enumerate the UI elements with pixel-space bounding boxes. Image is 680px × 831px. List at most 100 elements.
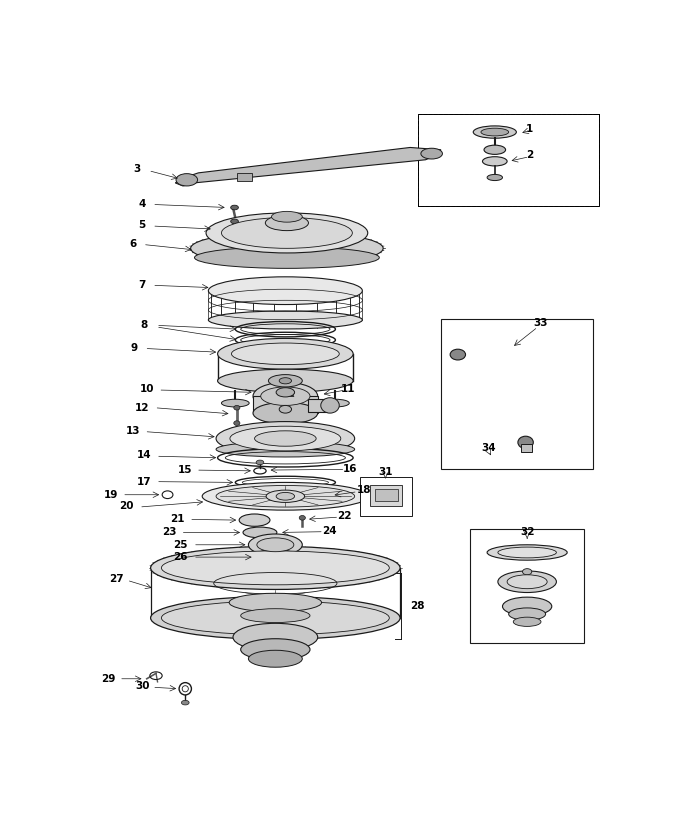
Ellipse shape bbox=[450, 349, 466, 360]
Bar bbox=[309, 399, 330, 411]
Ellipse shape bbox=[513, 617, 541, 627]
Text: 1: 1 bbox=[526, 124, 533, 134]
Ellipse shape bbox=[248, 651, 303, 667]
Bar bbox=[360, 477, 412, 515]
Text: 24: 24 bbox=[322, 526, 337, 536]
Ellipse shape bbox=[241, 639, 310, 661]
Ellipse shape bbox=[216, 421, 355, 455]
Text: 33: 33 bbox=[534, 318, 548, 328]
Text: 32: 32 bbox=[520, 528, 534, 538]
Text: 20: 20 bbox=[120, 501, 134, 511]
Text: 17: 17 bbox=[137, 477, 152, 487]
Bar bbox=[418, 114, 599, 206]
Ellipse shape bbox=[202, 483, 369, 510]
Text: 9: 9 bbox=[131, 342, 138, 352]
Text: 34: 34 bbox=[481, 443, 496, 453]
Ellipse shape bbox=[256, 460, 264, 465]
Text: 26: 26 bbox=[173, 552, 188, 562]
Text: 2: 2 bbox=[526, 150, 533, 160]
Ellipse shape bbox=[218, 338, 353, 369]
Text: 29: 29 bbox=[101, 674, 116, 684]
Ellipse shape bbox=[216, 441, 355, 457]
Ellipse shape bbox=[253, 382, 318, 410]
Ellipse shape bbox=[208, 311, 362, 329]
Ellipse shape bbox=[243, 527, 277, 538]
Ellipse shape bbox=[322, 399, 350, 407]
Text: 23: 23 bbox=[163, 528, 177, 538]
Bar bbox=[521, 444, 532, 451]
Text: 6: 6 bbox=[129, 239, 137, 249]
Text: 11: 11 bbox=[341, 384, 356, 394]
Text: ▲: ▲ bbox=[289, 391, 294, 397]
Ellipse shape bbox=[483, 157, 507, 166]
Bar bbox=[370, 484, 403, 506]
Ellipse shape bbox=[257, 538, 294, 552]
Ellipse shape bbox=[241, 608, 310, 622]
Text: 14: 14 bbox=[137, 450, 152, 460]
Bar bbox=[418, 114, 599, 206]
Text: 28: 28 bbox=[410, 602, 424, 612]
Ellipse shape bbox=[150, 597, 400, 640]
Ellipse shape bbox=[271, 211, 303, 222]
Ellipse shape bbox=[265, 215, 309, 231]
Bar bbox=[470, 529, 584, 643]
Ellipse shape bbox=[230, 426, 341, 451]
Text: 5: 5 bbox=[139, 220, 146, 230]
Text: 8: 8 bbox=[141, 320, 148, 330]
Ellipse shape bbox=[481, 128, 509, 136]
Ellipse shape bbox=[279, 406, 292, 413]
Text: 21: 21 bbox=[170, 514, 185, 524]
Text: 18: 18 bbox=[356, 485, 371, 495]
Ellipse shape bbox=[260, 387, 310, 406]
Ellipse shape bbox=[182, 701, 189, 705]
Ellipse shape bbox=[248, 534, 303, 556]
Bar bbox=[253, 396, 318, 413]
Ellipse shape bbox=[321, 398, 339, 413]
Text: 15: 15 bbox=[178, 465, 192, 475]
Ellipse shape bbox=[190, 231, 383, 265]
Ellipse shape bbox=[229, 593, 322, 612]
Text: 4: 4 bbox=[139, 199, 146, 209]
Ellipse shape bbox=[194, 247, 379, 268]
Ellipse shape bbox=[222, 399, 249, 407]
Text: 12: 12 bbox=[135, 403, 150, 413]
Ellipse shape bbox=[509, 608, 545, 620]
Ellipse shape bbox=[161, 601, 390, 635]
Ellipse shape bbox=[150, 546, 400, 589]
Ellipse shape bbox=[231, 343, 339, 365]
Ellipse shape bbox=[254, 549, 297, 565]
Text: 13: 13 bbox=[126, 425, 140, 435]
Text: 25: 25 bbox=[173, 540, 188, 550]
Ellipse shape bbox=[161, 551, 390, 585]
Ellipse shape bbox=[487, 175, 503, 180]
Ellipse shape bbox=[421, 148, 443, 159]
Ellipse shape bbox=[253, 402, 318, 424]
Ellipse shape bbox=[299, 515, 305, 520]
Bar bbox=[375, 489, 398, 501]
Ellipse shape bbox=[239, 514, 270, 526]
Ellipse shape bbox=[503, 597, 551, 616]
Ellipse shape bbox=[279, 378, 292, 384]
Ellipse shape bbox=[498, 547, 556, 558]
Ellipse shape bbox=[216, 485, 355, 507]
Ellipse shape bbox=[276, 493, 294, 500]
Text: 30: 30 bbox=[135, 681, 150, 691]
Ellipse shape bbox=[522, 568, 532, 575]
Ellipse shape bbox=[208, 277, 362, 304]
Text: 31: 31 bbox=[378, 467, 393, 477]
Ellipse shape bbox=[266, 490, 305, 503]
Text: 16: 16 bbox=[343, 465, 357, 475]
Ellipse shape bbox=[276, 388, 294, 397]
Ellipse shape bbox=[487, 545, 567, 560]
Text: 22: 22 bbox=[337, 511, 352, 521]
Ellipse shape bbox=[473, 126, 516, 138]
Ellipse shape bbox=[176, 174, 198, 186]
Ellipse shape bbox=[484, 145, 505, 155]
Ellipse shape bbox=[206, 213, 368, 253]
Polygon shape bbox=[175, 147, 441, 186]
Ellipse shape bbox=[231, 219, 239, 224]
Text: 3: 3 bbox=[133, 164, 140, 174]
Text: 27: 27 bbox=[109, 573, 123, 583]
Ellipse shape bbox=[498, 571, 556, 593]
Ellipse shape bbox=[254, 430, 316, 446]
